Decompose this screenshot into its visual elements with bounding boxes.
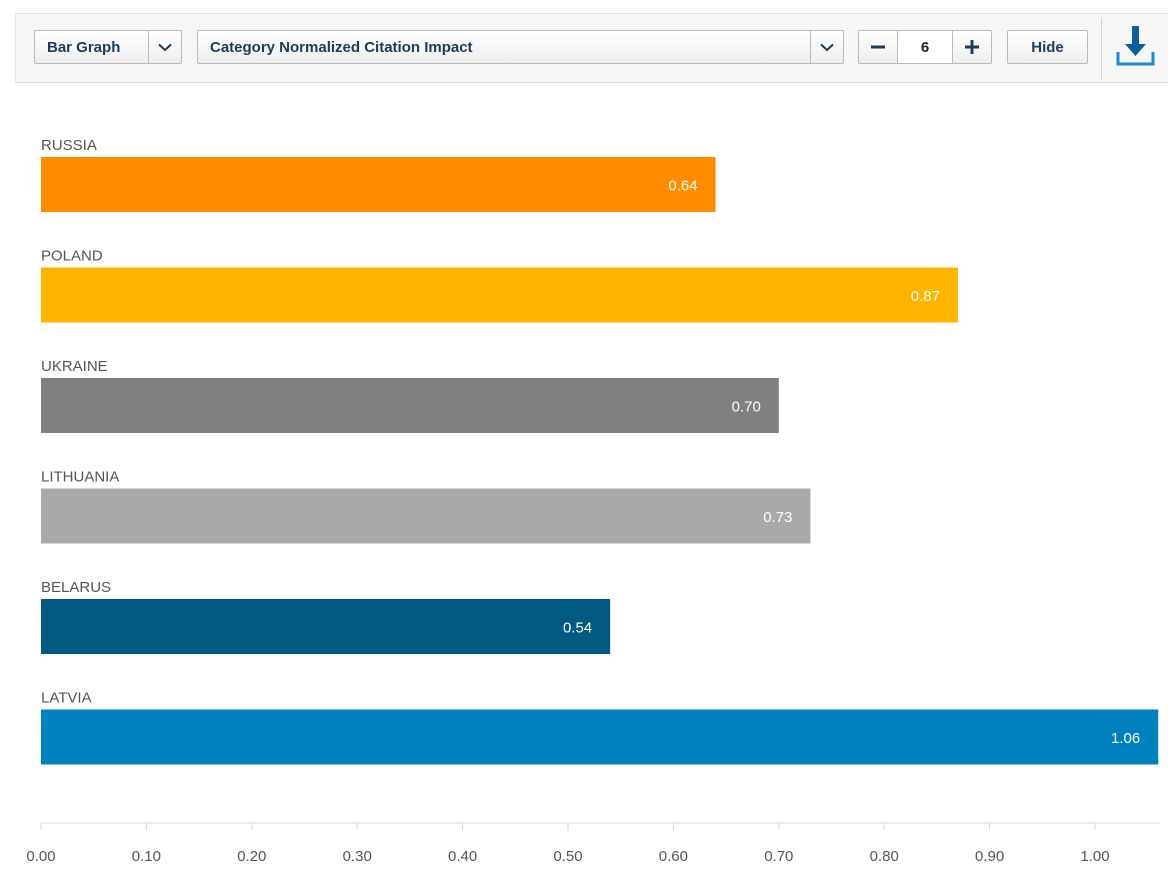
toolbar-divider — [1101, 18, 1102, 80]
x-tick-label: 0.60 — [659, 848, 688, 865]
value-label-belarus: 0.54 — [563, 620, 592, 637]
chevron-down-icon[interactable] — [148, 31, 181, 63]
bar-lithuania — [41, 488, 811, 544]
plus-icon — [965, 40, 979, 54]
x-tick-label: 0.70 — [764, 848, 793, 865]
x-tick-label: 0.90 — [975, 848, 1004, 865]
bar-russia — [41, 157, 716, 212]
chevron-down-icon[interactable] — [810, 31, 843, 63]
category-label-russia: RUSSIA — [41, 137, 97, 154]
x-tick-label: 0.30 — [343, 848, 372, 865]
category-label-ukraine: UKRAINE — [41, 358, 108, 375]
x-tick-label: 0.10 — [132, 848, 161, 865]
metric-select[interactable]: Category Normalized Citation Impact — [197, 30, 844, 64]
x-tick-label: 0.80 — [870, 848, 899, 865]
x-tick-label: 0.50 — [553, 848, 582, 865]
minus-icon — [871, 45, 885, 49]
metric-label: Category Normalized Citation Impact — [210, 38, 473, 56]
x-tick-label: 0.00 — [26, 848, 55, 865]
value-label-lithuania: 0.73 — [763, 509, 792, 526]
bar-poland — [41, 267, 958, 323]
download-icon[interactable] — [1113, 22, 1157, 68]
bar-belarus — [41, 599, 611, 654]
bar-latvia — [41, 709, 1159, 765]
increment-button[interactable] — [953, 31, 991, 63]
category-label-poland: POLAND — [41, 248, 103, 265]
x-tick-label: 1.00 — [1080, 848, 1109, 865]
x-tick-label: 0.20 — [237, 848, 266, 865]
x-tick-label: 0.40 — [448, 848, 477, 865]
value-label-ukraine: 0.70 — [732, 399, 761, 416]
hide-button[interactable]: Hide — [1007, 30, 1088, 64]
chart-type-label: Bar Graph — [47, 38, 121, 56]
hide-label: Hide — [1031, 38, 1064, 56]
chart-type-select[interactable]: Bar Graph — [34, 30, 182, 64]
category-label-latvia: LATVIA — [41, 690, 92, 707]
value-label-poland: 0.87 — [911, 288, 940, 305]
category-label-belarus: BELARUS — [41, 579, 111, 596]
bar-ukraine — [41, 378, 779, 433]
decrement-button[interactable] — [859, 31, 897, 63]
value-label-latvia: 1.06 — [1111, 730, 1140, 747]
count-value[interactable]: 6 — [897, 31, 953, 63]
value-label-russia: 0.64 — [668, 178, 697, 195]
category-label-lithuania: LITHUANIA — [41, 469, 119, 486]
count-stepper[interactable]: 6 — [858, 30, 992, 64]
